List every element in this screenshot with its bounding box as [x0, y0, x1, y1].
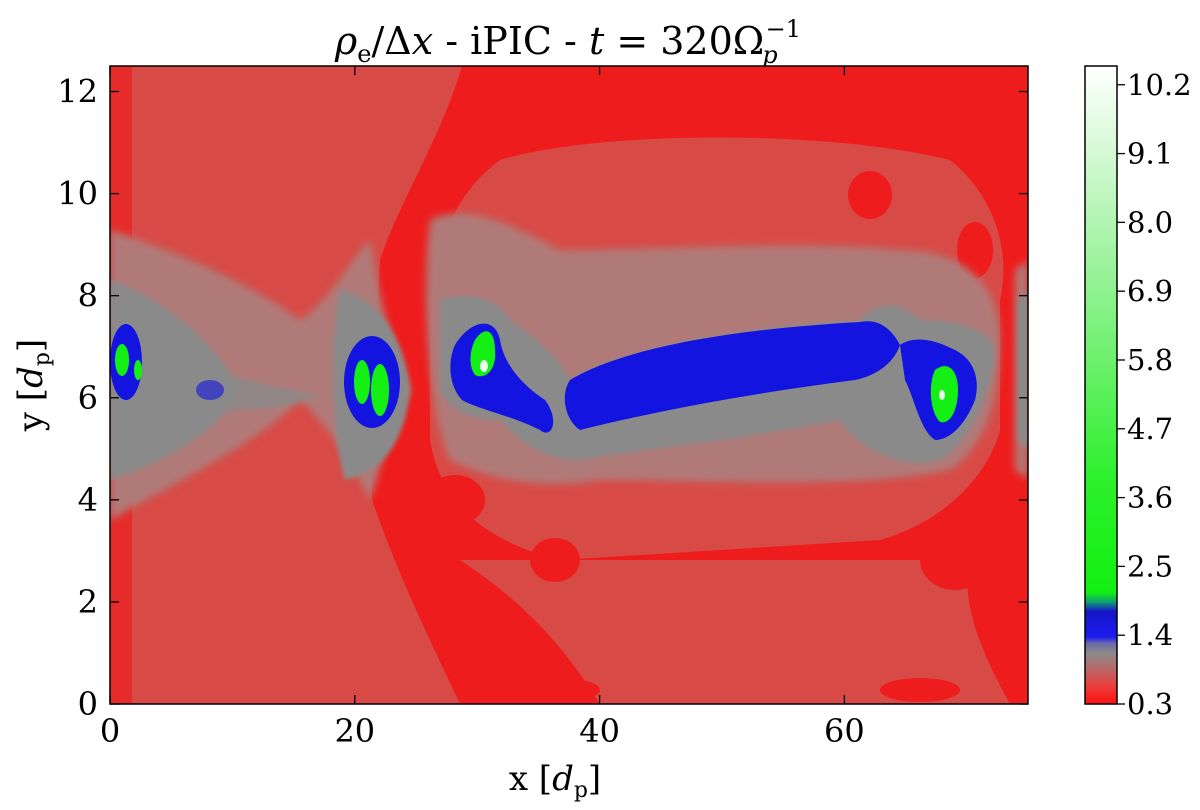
chart-title: ρe/Δx - iPIC - t = 320Ωp−1: [334, 15, 801, 69]
colorbar-tick-label: 0.3: [1127, 687, 1173, 721]
y-tick-label: 6: [78, 379, 98, 417]
y-tick-label: 2: [78, 583, 98, 621]
colorbar-tick-label: 9.1: [1127, 137, 1173, 171]
colorbar-tick-label: 2.5: [1127, 549, 1173, 583]
colorbar-tick-label: 4.7: [1127, 412, 1173, 446]
y-tick-label: 0: [78, 685, 98, 723]
x-axis-label: x [dp]: [509, 759, 601, 803]
heatmap-plot: [110, 66, 1028, 704]
colorbar-frame: [1084, 65, 1118, 705]
heatmap-peak-cores: [480, 360, 945, 400]
colorbar: [1085, 66, 1117, 704]
x-tick-label: 60: [824, 712, 865, 750]
heatmap-green-layer: [115, 331, 958, 423]
x-tick-label: 0: [100, 712, 120, 750]
colorbar-tick-label: 5.8: [1127, 343, 1173, 377]
colorbar-tick-label: 10.2: [1127, 68, 1192, 102]
colorbar-ticks: 0.3 1.4 2.5 3.6 4.7 5.8 6.9 8.0 9.1 10.2: [1117, 68, 1192, 721]
x-tick-label: 40: [579, 712, 620, 750]
colorbar-tick-label: 1.4: [1127, 618, 1173, 652]
y-tick-label: 10: [57, 175, 98, 213]
x-tick-label: 20: [334, 712, 375, 750]
y-axis-ticks: 0 2 4 6 8 10 12: [57, 73, 1028, 723]
x-axis-ticks: 0 20 40 60: [100, 66, 865, 750]
colorbar-tick-label: 8.0: [1127, 205, 1173, 239]
plot-frame: [109, 65, 1029, 705]
y-tick-label: 12: [57, 73, 98, 111]
colorbar-tick-label: 3.6: [1127, 481, 1173, 515]
heatmap-red-spots: [425, 68, 1025, 702]
y-tick-label: 8: [78, 277, 98, 315]
colorbar-tick-label: 6.9: [1127, 274, 1173, 308]
y-axis-label: y [dp]: [11, 339, 55, 432]
y-tick-label: 4: [78, 481, 98, 519]
